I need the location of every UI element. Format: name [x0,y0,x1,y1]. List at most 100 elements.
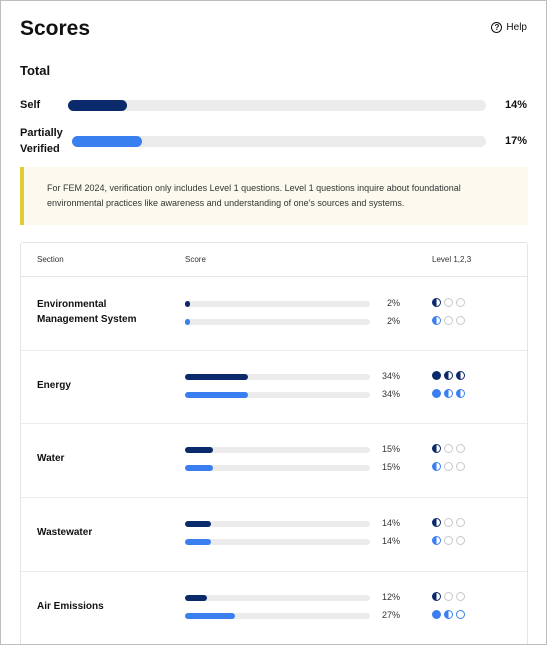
self-score-fill [185,374,248,380]
verified-score-percent: 14% [381,536,400,546]
verified-score-fill [185,539,211,545]
self-score-percent: 15% [381,444,400,454]
header: Scores ? Help [20,17,527,45]
level-3-empty-circle-icon [456,518,465,527]
level-1-half-circle-icon [432,444,441,453]
notice-text: For FEM 2024, verification only includes… [47,183,461,208]
verified-levels [432,536,468,545]
verified-levels [432,316,468,325]
level-3-empty-circle-icon [456,298,465,307]
level-1-half-circle-icon [432,462,441,471]
table-row: Water 15% 15% [21,423,527,498]
verified-score-fill [185,465,213,471]
self-levels [432,592,468,601]
self-score-fill [185,595,208,601]
verified-score-fill [185,319,190,325]
table-row: Air Emissions 12% 27% [21,571,527,644]
section-name: Environmental Management System [37,299,137,325]
header-levels: Level 1,2,3 [432,255,472,264]
level-2-empty-circle-icon [444,444,453,453]
verified-score-track [185,465,370,471]
scores-table: Section Score Level 1,2,3 Environmental … [20,242,528,644]
verified-score-percent: 2% [386,316,400,326]
verified-score-track [185,613,370,619]
level-1-half-circle-icon [432,298,441,307]
page-title: Scores [20,17,91,40]
level-1-full-circle-icon [432,610,441,619]
table-row: Wastewater 14% 14% [21,497,527,572]
table-row: Environmental Management System 2% 2% [21,277,527,351]
level-1-half-circle-icon [432,518,441,527]
self-score-track [185,301,370,307]
level-3-empty-circle-icon [456,444,465,453]
header-score: Score [185,255,206,264]
verification-notice: For FEM 2024, verification only includes… [20,167,528,225]
total-self-row: Self 14% [20,97,527,113]
level-3-empty-circle-icon [456,316,465,325]
verified-score-percent: 27% [381,610,400,620]
level-1-full-circle-icon [432,389,441,398]
level-1-full-circle-icon [432,371,441,380]
self-score-fill [185,447,213,453]
verified-score-track [185,539,370,545]
total-self-track [68,99,486,111]
level-3-ring-circle-icon [456,610,465,619]
verified-score-percent: 15% [381,462,400,472]
verified-levels [432,389,468,398]
level-2-half-circle-icon [444,371,453,380]
self-levels [432,298,468,307]
header-section: Section [37,255,64,264]
level-1-half-circle-icon [432,536,441,545]
level-3-empty-circle-icon [456,536,465,545]
total-verified-label: Partially Verified [20,127,63,155]
self-levels [432,444,468,453]
level-3-empty-circle-icon [456,592,465,601]
table-row: Energy 34% 34% [21,350,527,424]
self-levels [432,371,468,380]
self-score-percent: 34% [381,371,400,381]
self-score-percent: 14% [381,518,400,528]
verified-score-track [185,319,370,325]
section-name: Water [37,453,65,464]
level-2-empty-circle-icon [444,536,453,545]
total-verified-track [72,135,486,147]
self-score-percent: 2% [386,298,400,308]
self-score-track [185,595,370,601]
help-button[interactable]: ? Help [491,22,527,33]
section-name: Wastewater [37,527,93,538]
table-header: Section Score Level 1,2,3 [21,243,527,277]
section-name: Energy [37,380,71,391]
self-score-percent: 12% [381,592,400,602]
level-3-half-circle-icon [456,371,465,380]
total-title: Total [20,63,51,78]
total-self-fill [68,99,127,111]
section-name: Air Emissions [37,601,104,612]
self-score-fill [185,521,211,527]
level-2-empty-circle-icon [444,316,453,325]
level-1-half-circle-icon [432,316,441,325]
total-verified-fill [72,135,143,147]
level-3-half-circle-icon [456,389,465,398]
verified-levels [432,462,468,471]
self-score-track [185,374,370,380]
self-score-track [185,447,370,453]
help-label: Help [506,22,527,33]
verified-levels [432,610,468,619]
level-2-empty-circle-icon [444,462,453,471]
total-verified-percent: 17% [504,135,527,147]
question-circle-icon: ? [491,22,503,33]
total-self-label: Self [20,99,41,111]
self-levels [432,518,468,527]
level-2-empty-circle-icon [444,298,453,307]
level-3-empty-circle-icon [456,462,465,471]
level-2-empty-circle-icon [444,592,453,601]
verified-score-fill [185,613,235,619]
total-verified-row: Partially Verified 17% [20,125,527,157]
self-score-track [185,521,370,527]
level-2-empty-circle-icon [444,518,453,527]
self-score-fill [185,301,190,307]
level-1-half-circle-icon [432,592,441,601]
verified-score-fill [185,392,248,398]
verified-score-percent: 34% [381,389,400,399]
